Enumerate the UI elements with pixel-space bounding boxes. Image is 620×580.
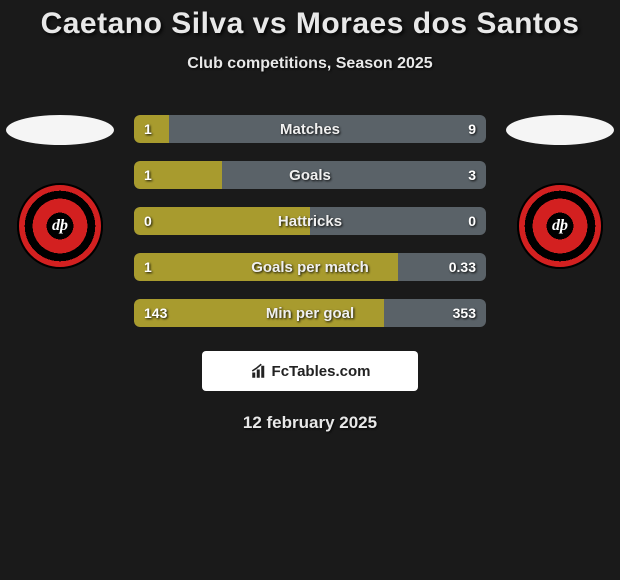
subtitle: Club competitions, Season 2025	[0, 55, 620, 73]
badge-monogram: dþ	[42, 208, 78, 244]
player-right-club-badge: dþ	[517, 183, 603, 269]
stat-value-right: 353	[453, 299, 476, 327]
player-left-club-badge: dþ	[17, 183, 103, 269]
player-left-column: dþ	[6, 115, 114, 269]
stat-value-right: 9	[468, 115, 476, 143]
player-left-photo	[6, 115, 114, 145]
player-right-photo	[506, 115, 614, 145]
stat-row: 1Matches9	[134, 115, 486, 143]
footer-brand-box: FcTables.com	[202, 351, 418, 391]
stat-row: 143Min per goal353	[134, 299, 486, 327]
badge-monogram: dþ	[542, 208, 578, 244]
stat-row: 1Goals3	[134, 161, 486, 189]
stat-value-right: 0.33	[449, 253, 476, 281]
stat-row: 1Goals per match0.33	[134, 253, 486, 281]
chart-icon	[250, 362, 268, 380]
comparison-card: Caetano Silva vs Moraes dos Santos Club …	[0, 0, 620, 580]
stat-label: Matches	[134, 115, 486, 143]
stat-label: Min per goal	[134, 299, 486, 327]
stat-label: Goals per match	[134, 253, 486, 281]
stats-column: 1Matches9 1Goals3 0Hattricks0 1Goals per ma…	[134, 115, 486, 327]
footer-brand-text: FcTables.com	[272, 363, 371, 380]
page-title: Caetano Silva vs Moraes dos Santos	[0, 7, 620, 41]
stat-label: Goals	[134, 161, 486, 189]
player-right-column: dþ	[506, 115, 614, 269]
stat-row: 0Hattricks0	[134, 207, 486, 235]
main-area: dþ 1Matches9 1Goals3 0Hattricks0 1Goals per…	[0, 115, 620, 327]
stat-value-right: 0	[468, 207, 476, 235]
stat-value-right: 3	[468, 161, 476, 189]
date-label: 12 february 2025	[0, 413, 620, 433]
stat-label: Hattricks	[134, 207, 486, 235]
